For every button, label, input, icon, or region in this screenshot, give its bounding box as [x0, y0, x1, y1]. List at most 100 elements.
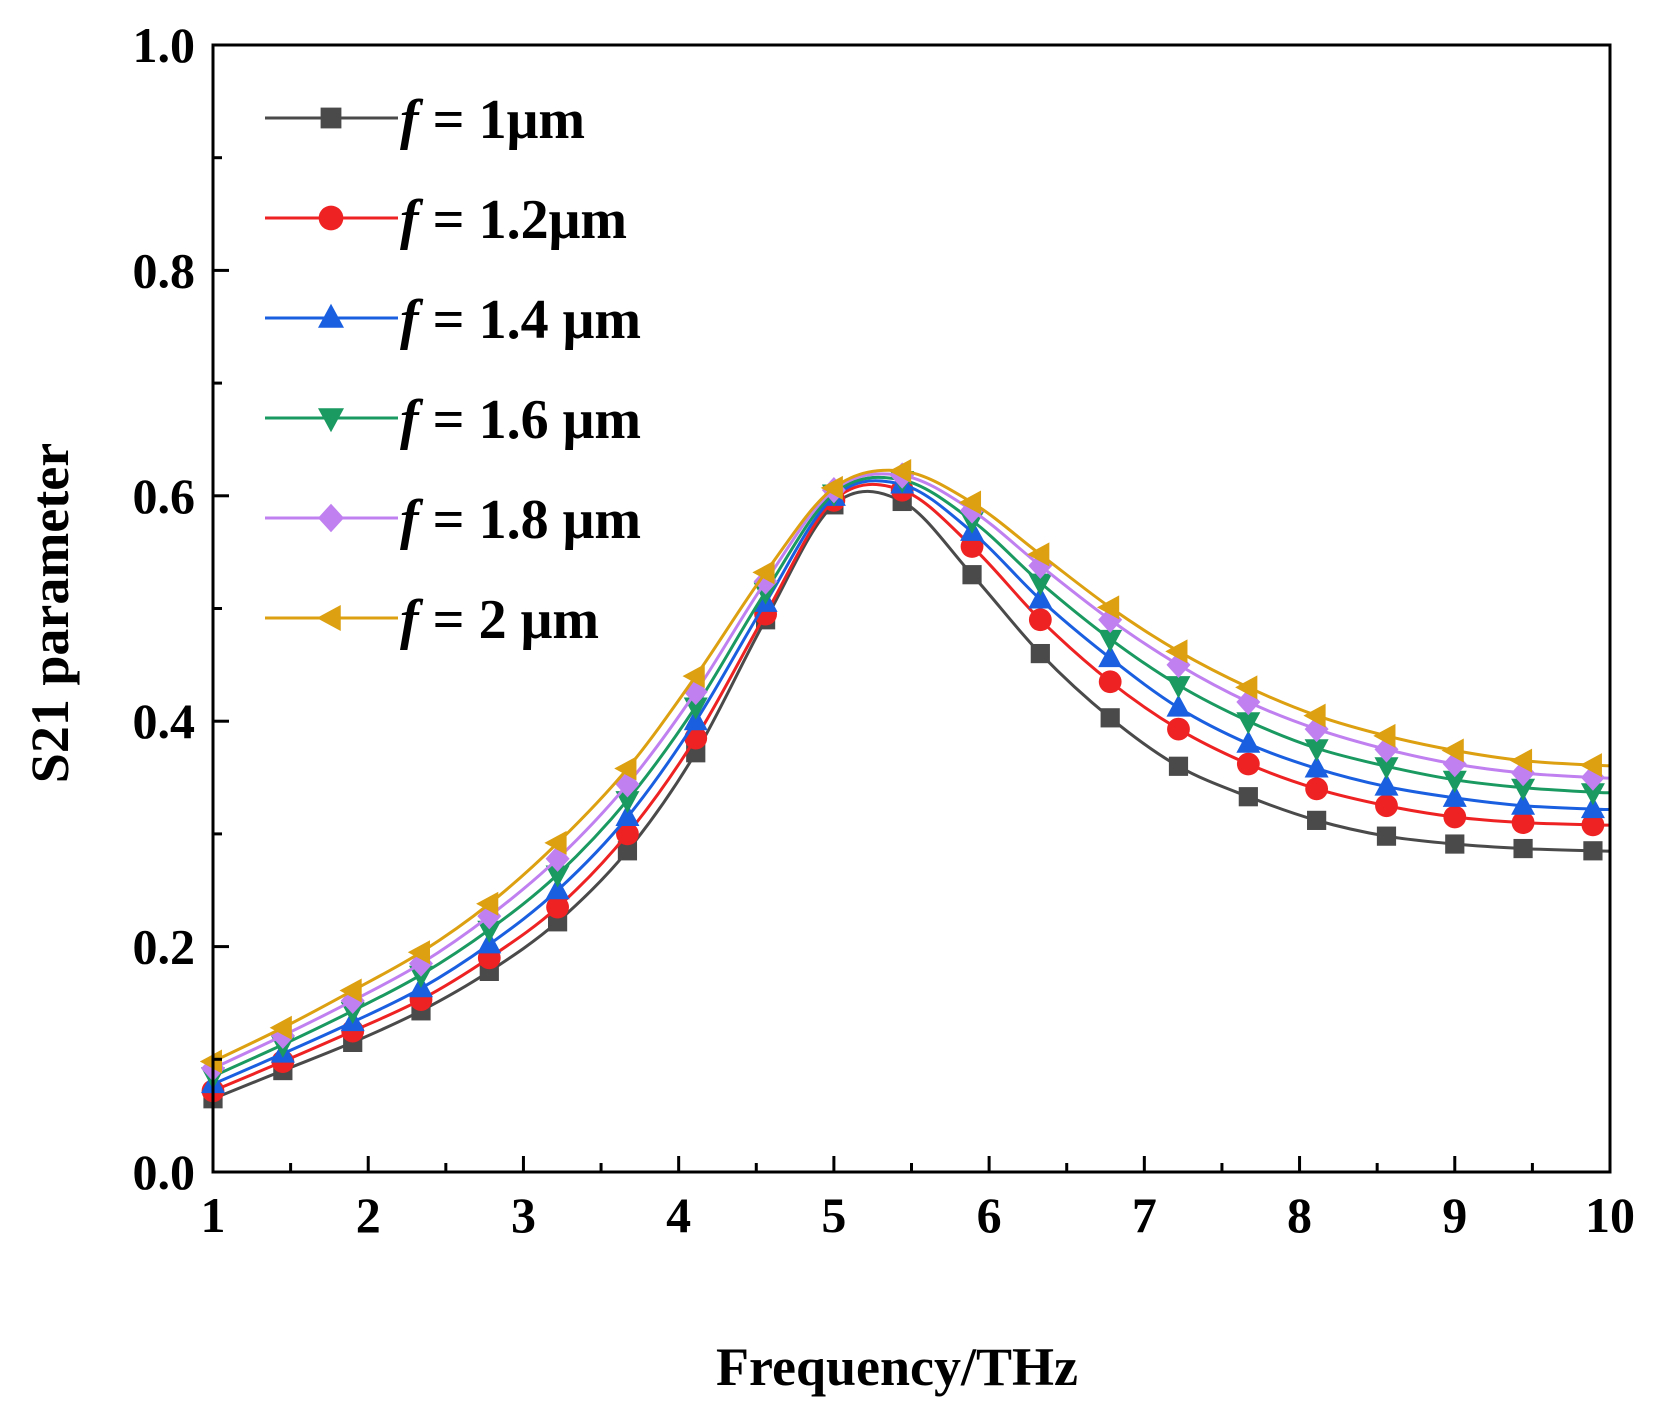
series-5-point-2: [270, 1022, 295, 1049]
axes: 1 2 3 4 5 6 7 8 9 10 0.0 0.2 0.4 0.6 0.8 1.0: [133, 17, 1636, 1243]
legend-label-2-value: = 1.2μm: [419, 189, 627, 251]
series-5-point-14: [1098, 606, 1123, 633]
legend-entry-6: f = 2 μm: [265, 589, 599, 651]
series-6-point-13: [1027, 542, 1050, 567]
legend-marker-5: [318, 503, 344, 533]
legend-marker-4: [318, 408, 344, 433]
series-3-point-7: [615, 803, 640, 826]
series-4-point-18: [1374, 757, 1399, 780]
series-4-point-6: [545, 865, 570, 888]
series-3-point-6: [545, 877, 570, 900]
series-4-point-20: [1511, 778, 1536, 801]
series-4-point-16: [1236, 712, 1261, 735]
series-6-point-14: [1096, 595, 1120, 620]
series-3-point-21: [1580, 795, 1605, 819]
legend-label-6-value: = 2 μm: [419, 589, 599, 651]
series-6-point-10: [820, 475, 843, 500]
series-2-point-14: [1098, 670, 1122, 694]
x-tick-label-10: 10: [1585, 1187, 1635, 1243]
legend-entry-1: f = 1μm: [265, 89, 585, 151]
series-4-point-7: [615, 791, 640, 814]
legend-label-3: f = 1.4 μm: [400, 289, 641, 351]
series-4-point-17: [1304, 739, 1329, 762]
series-6-point-3: [339, 978, 362, 1003]
series-6-point-15: [1165, 639, 1188, 664]
series-5-point-3: [340, 987, 365, 1014]
series-2-point-17: [1305, 777, 1329, 801]
series-2-point-18: [1375, 794, 1398, 818]
series-2-point-15: [1167, 717, 1190, 741]
series-1-point-21: [1583, 841, 1603, 861]
plot-area: [199, 459, 1611, 1109]
legend-marker-3: [318, 303, 344, 328]
y-tick-label-0.6: 0.6: [133, 468, 196, 524]
series-3-point-13: [1028, 586, 1053, 609]
series-3-point-14: [1098, 644, 1123, 668]
series-4-point-15: [1166, 676, 1191, 699]
legend-label-4-value: = 1.6 μm: [419, 389, 641, 451]
legend-marker-1: [320, 107, 342, 129]
series-3-point-18: [1374, 773, 1399, 796]
legend-label-2: f = 1.2μm: [400, 189, 627, 251]
series-1-point-15: [1168, 756, 1189, 776]
x-axis-title: Frequency/THz: [716, 1337, 1078, 1397]
x-tick-label-5: 5: [821, 1187, 846, 1243]
series-5-point-9: [753, 568, 778, 595]
legend-label-3-value: = 1.4 μm: [419, 289, 641, 351]
series-6-point-21: [1579, 753, 1602, 778]
legend-marker-2: [318, 205, 344, 231]
series-3-point-20: [1511, 792, 1536, 815]
series-2-point-19: [1443, 805, 1467, 829]
series-6-point-6: [544, 830, 567, 855]
series-1: [203, 489, 1611, 1109]
series-1-point-18: [1376, 826, 1397, 846]
series-4-point-4: [408, 965, 433, 988]
series-6-point-2: [269, 1015, 292, 1040]
series-5-point-21: [1580, 764, 1605, 791]
series-6-point-19: [1441, 738, 1464, 763]
series-3-point-19: [1442, 784, 1467, 807]
series-6-point-9: [752, 560, 775, 585]
series-6-point-16: [1235, 675, 1258, 700]
legend-marker-6: [316, 605, 341, 631]
x-tick-label-2: 2: [356, 1187, 381, 1243]
legend-entry-4: f = 1.6 μm: [265, 389, 641, 451]
series-1-point-16: [1238, 787, 1258, 807]
series-1-point-17: [1307, 810, 1327, 830]
series-6-point-4: [407, 940, 430, 965]
legend-label-5: f = 1.8 μm: [400, 489, 641, 551]
x-tick-label-9: 9: [1442, 1187, 1467, 1243]
x-tick-label-1: 1: [201, 1187, 226, 1243]
series-1-point-20: [1513, 838, 1533, 859]
series-5: [201, 462, 1611, 1082]
series-6: [199, 459, 1611, 1074]
legend-label-6: f = 2 μm: [400, 589, 599, 651]
series-1-point-7: [617, 841, 638, 861]
series-2-point-21: [1581, 813, 1605, 837]
series-4-point-14: [1098, 629, 1123, 653]
y-tick-label-0.2: 0.2: [133, 919, 196, 975]
series-1-point-12: [962, 565, 982, 585]
x-tick-label-4: 4: [666, 1187, 691, 1243]
series-4-point-21: [1580, 783, 1605, 806]
y-tick-label-0.4: 0.4: [133, 693, 196, 749]
series-4-point-5: [477, 920, 502, 943]
series-5-point-13: [1028, 552, 1053, 579]
series-6-point-7: [614, 756, 637, 781]
legend-entry-3: f = 1.4 μm: [265, 289, 641, 351]
series-2-point-16: [1236, 752, 1260, 776]
x-tick-label-6: 6: [977, 1187, 1002, 1243]
series-6-point-12: [958, 490, 982, 515]
series-6-point-11: [888, 459, 912, 484]
y-tick-label-0.8: 0.8: [133, 242, 196, 298]
series-5-point-5: [477, 902, 502, 930]
series-3-point-17: [1304, 755, 1329, 778]
series-2-point-20: [1511, 811, 1535, 835]
series-6-point-1: [199, 1049, 222, 1074]
legend-label-1-value: = 1μm: [419, 89, 585, 151]
series-5-point-8: [683, 678, 708, 706]
y-axis-title: S21 parameter: [20, 443, 80, 783]
series-4-point-13: [1028, 573, 1053, 596]
x-tick-label-7: 7: [1132, 1187, 1157, 1243]
